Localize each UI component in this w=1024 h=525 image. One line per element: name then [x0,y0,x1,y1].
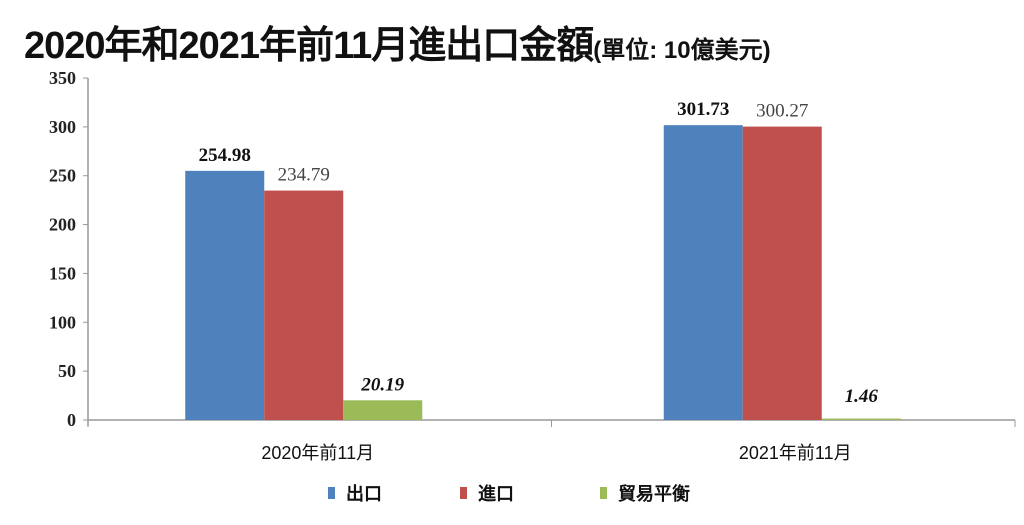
legend-label: 進口 [478,483,514,504]
y-tick-label: 250 [49,166,76,186]
y-tick-label: 200 [49,215,76,235]
bar-1-1 [742,126,822,420]
bar-0-0 [185,170,265,420]
legend-label: 貿易平衡 [618,483,690,504]
title-unit: (單位: 10億美元) [593,37,771,64]
data-label: 1.46 [845,386,879,407]
y-tick-label: 100 [49,312,76,332]
y-tick-label: 150 [49,263,76,283]
bar-2-0 [343,400,423,420]
y-tick-label: 50 [58,361,76,381]
legend-swatch [460,487,467,499]
data-label: 300.27 [756,101,808,122]
y-tick-label: 350 [49,68,76,88]
title-text: 2020年和2021年前11月進出口金額 [24,25,594,67]
legend-swatch [600,487,607,499]
bar-1-0 [264,190,344,420]
data-label: 234.79 [278,165,330,186]
category-label: 2020年前11月 [261,443,374,463]
y-tick-label: 0 [67,410,76,430]
legend-swatch [328,487,335,499]
y-tick-label: 300 [49,117,76,137]
bar-2-1 [821,418,901,420]
data-label: 301.73 [677,99,729,120]
data-label: 20.19 [360,374,404,395]
category-label: 2021年前11月 [739,443,852,463]
chart-title: 2020年和2021年前11月進出口金額(單位: 10億美元) [24,14,771,69]
bar-0-1 [663,125,743,420]
legend-label: 出口 [346,483,382,504]
data-label: 254.98 [199,145,251,166]
